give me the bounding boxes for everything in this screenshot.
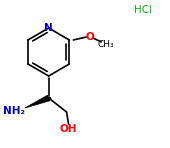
Polygon shape: [25, 95, 50, 108]
Text: N: N: [44, 23, 53, 33]
Text: NH₂: NH₂: [3, 106, 25, 116]
Text: CH₃: CH₃: [98, 40, 114, 49]
Text: HCl: HCl: [134, 5, 152, 15]
Text: OH: OH: [60, 124, 77, 134]
Text: O: O: [86, 32, 95, 42]
